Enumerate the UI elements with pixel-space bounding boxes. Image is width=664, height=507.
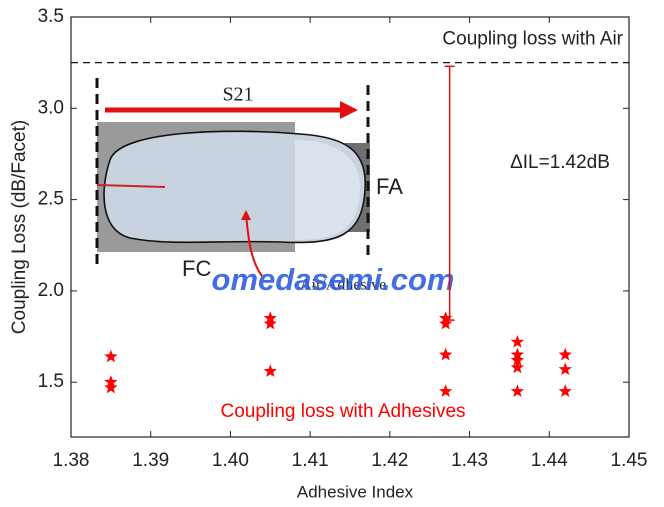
x-tick-label: 1.45 — [611, 450, 648, 471]
x-tick-label: 1.40 — [212, 450, 249, 471]
inset-illustration: S21 FA FC Air/Adhesive — [95, 78, 403, 294]
inset-arrow-head — [340, 101, 358, 119]
x-tick-label: 1.43 — [451, 450, 488, 471]
data-point — [510, 353, 525, 366]
legend-label: Coupling loss with Adhesives — [220, 401, 465, 422]
inset-label: FC — [182, 256, 211, 281]
delta-label: ΔIL=1.42dB — [510, 152, 610, 173]
reference-label: Coupling loss with Air — [442, 29, 623, 50]
y-tick-label: 2.0 — [38, 280, 64, 301]
data-point — [558, 384, 572, 397]
inset-highlight — [295, 140, 361, 240]
x-tick-label: 1.38 — [53, 450, 90, 471]
x-tick-label: 1.39 — [132, 450, 169, 471]
data-point — [439, 316, 453, 330]
x-tick-label: 1.44 — [531, 450, 568, 471]
y-tick-label: 3.0 — [38, 97, 64, 118]
data-point — [558, 347, 572, 361]
inset-label: S21 — [222, 84, 253, 106]
inset-label: FA — [376, 174, 403, 199]
data-point — [263, 364, 277, 377]
inset-pointer-head — [241, 210, 251, 220]
data-point — [439, 347, 453, 361]
data-point — [263, 316, 277, 330]
y-axis-label: Coupling Loss (dB/Facet) — [9, 120, 30, 334]
data-point — [510, 384, 525, 397]
inset-label: Air/Adhesive — [300, 277, 386, 294]
watermark: omedasemi.com — [212, 262, 455, 297]
inset-waveguide — [96, 184, 166, 188]
data-point — [558, 362, 572, 376]
x-axis-label: Adhesive Index — [297, 482, 414, 501]
data-point — [510, 335, 525, 348]
data-point — [104, 380, 118, 394]
y-tick-label: 1.5 — [38, 371, 64, 392]
data-point — [439, 384, 453, 397]
x-tick-label: 1.42 — [371, 450, 408, 471]
data-point — [104, 349, 118, 363]
y-tick-label: 2.5 — [38, 189, 64, 210]
x-tick-label: 1.41 — [292, 450, 329, 471]
y-tick-label: 3.5 — [38, 6, 64, 27]
plot-frame — [70, 16, 630, 438]
data-point — [510, 360, 525, 374]
